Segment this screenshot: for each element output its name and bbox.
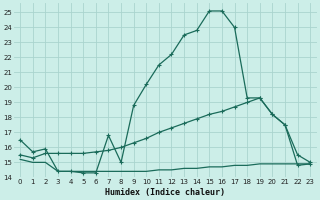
X-axis label: Humidex (Indice chaleur): Humidex (Indice chaleur) bbox=[105, 188, 225, 197]
